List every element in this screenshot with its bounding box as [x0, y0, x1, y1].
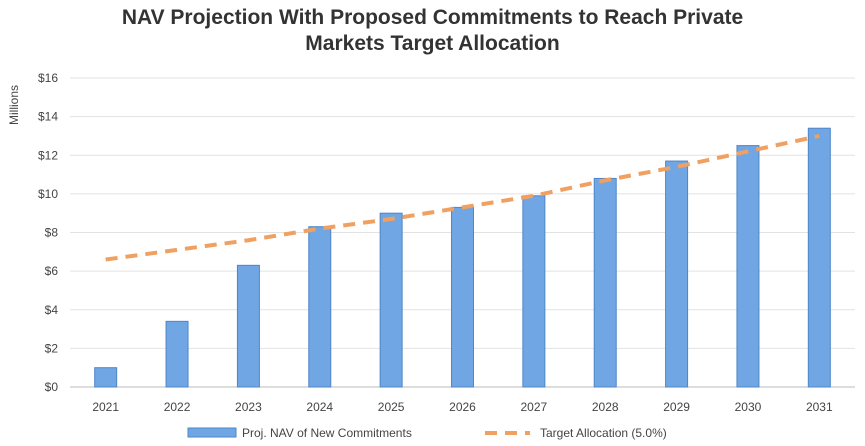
y-tick-label: $12 — [38, 148, 58, 162]
chart-title-line-2: Markets Target Allocation — [305, 32, 560, 55]
x-tick-label: 2031 — [806, 400, 833, 414]
x-tick-label: 2026 — [449, 400, 476, 414]
y-tick-label: $10 — [38, 187, 58, 201]
y-tick-label: $14 — [38, 110, 58, 124]
bar — [736, 145, 760, 388]
bar — [451, 206, 474, 388]
bars — [94, 127, 831, 388]
x-tick-labels: 2021 2022 2023 2024 2025 2026 2027 2028 2029 2030… — [92, 400, 833, 414]
x-tick-label: 2024 — [306, 400, 333, 414]
x-tick-label: 2030 — [735, 400, 762, 414]
y-tick-label: $8 — [45, 226, 59, 240]
x-tick-label: 2023 — [235, 400, 262, 414]
y-tick-label: $6 — [45, 264, 59, 278]
x-tick-label: 2027 — [521, 400, 548, 414]
bar — [165, 320, 189, 388]
legend-label: Proj. NAV of New Commitments — [242, 426, 412, 440]
target-line — [105, 133, 820, 262]
legend-label: Target Allocation (5.0%) — [540, 426, 667, 440]
bar — [94, 367, 118, 388]
y-tick-labels: $0 $2 $4 $6 $8 $10 $12 $14 $16 — [38, 71, 58, 394]
y-tick-label: $16 — [38, 71, 58, 85]
x-tick-label: 2021 — [92, 400, 119, 414]
y-tick-label: $0 — [45, 380, 59, 394]
bar — [236, 264, 260, 388]
target-allocation-line — [105, 133, 820, 262]
x-tick-label: 2022 — [164, 400, 191, 414]
legend-bar-swatch — [187, 427, 237, 438]
bar — [665, 160, 689, 388]
bar — [593, 177, 617, 388]
bar — [807, 127, 831, 388]
chart-title-line-1: NAV Projection With Proposed Commitments… — [121, 6, 744, 29]
legend: Proj. NAV of New Commitments Target Alloc… — [187, 426, 667, 440]
y-axis-title: Millions — [7, 85, 21, 125]
bar — [522, 195, 546, 388]
y-tick-label: $4 — [45, 303, 59, 317]
bar — [308, 226, 332, 388]
x-tick-label: 2025 — [378, 400, 405, 414]
y-tick-label: $2 — [45, 341, 59, 355]
bar — [379, 212, 403, 388]
x-tick-label: 2028 — [592, 400, 619, 414]
x-tick-label: 2029 — [663, 400, 690, 414]
